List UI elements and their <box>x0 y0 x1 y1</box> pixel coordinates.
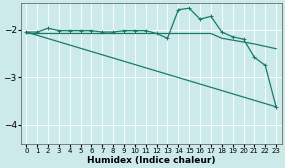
X-axis label: Humidex (Indice chaleur): Humidex (Indice chaleur) <box>87 156 215 164</box>
